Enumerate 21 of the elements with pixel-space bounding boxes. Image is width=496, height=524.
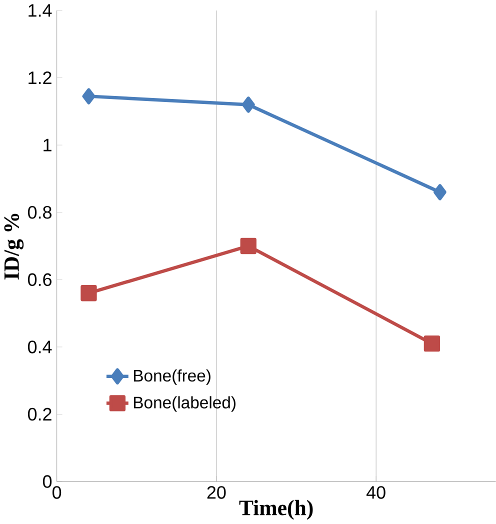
legend-label: Bone(free) <box>134 369 210 385</box>
legend-label: Bone(labeled) <box>134 396 236 412</box>
x-tick-label: 0 <box>52 486 62 499</box>
point <box>80 285 97 302</box>
point <box>424 336 440 352</box>
y-tick-label: 1.4 <box>28 4 52 17</box>
y-tick-label: 0.4 <box>28 340 52 354</box>
point <box>242 96 255 113</box>
y-tick-label: 1.2 <box>28 71 52 84</box>
y-tick-label: 0 <box>42 475 52 488</box>
y-tick-label: 0.2 <box>28 408 52 421</box>
y-axis-title: ID/g % <box>4 214 24 280</box>
x-tick-label: 20 <box>207 486 226 499</box>
y-tick-label: 1 <box>44 138 52 152</box>
x-axis-title: Time(h) <box>239 500 313 520</box>
y-tick-label: 0.8 <box>28 206 52 219</box>
point <box>433 184 446 200</box>
x-tick-label: 40 <box>366 486 386 499</box>
y-tick-label: 0.6 <box>28 273 52 286</box>
point <box>240 238 256 254</box>
point <box>82 88 96 104</box>
